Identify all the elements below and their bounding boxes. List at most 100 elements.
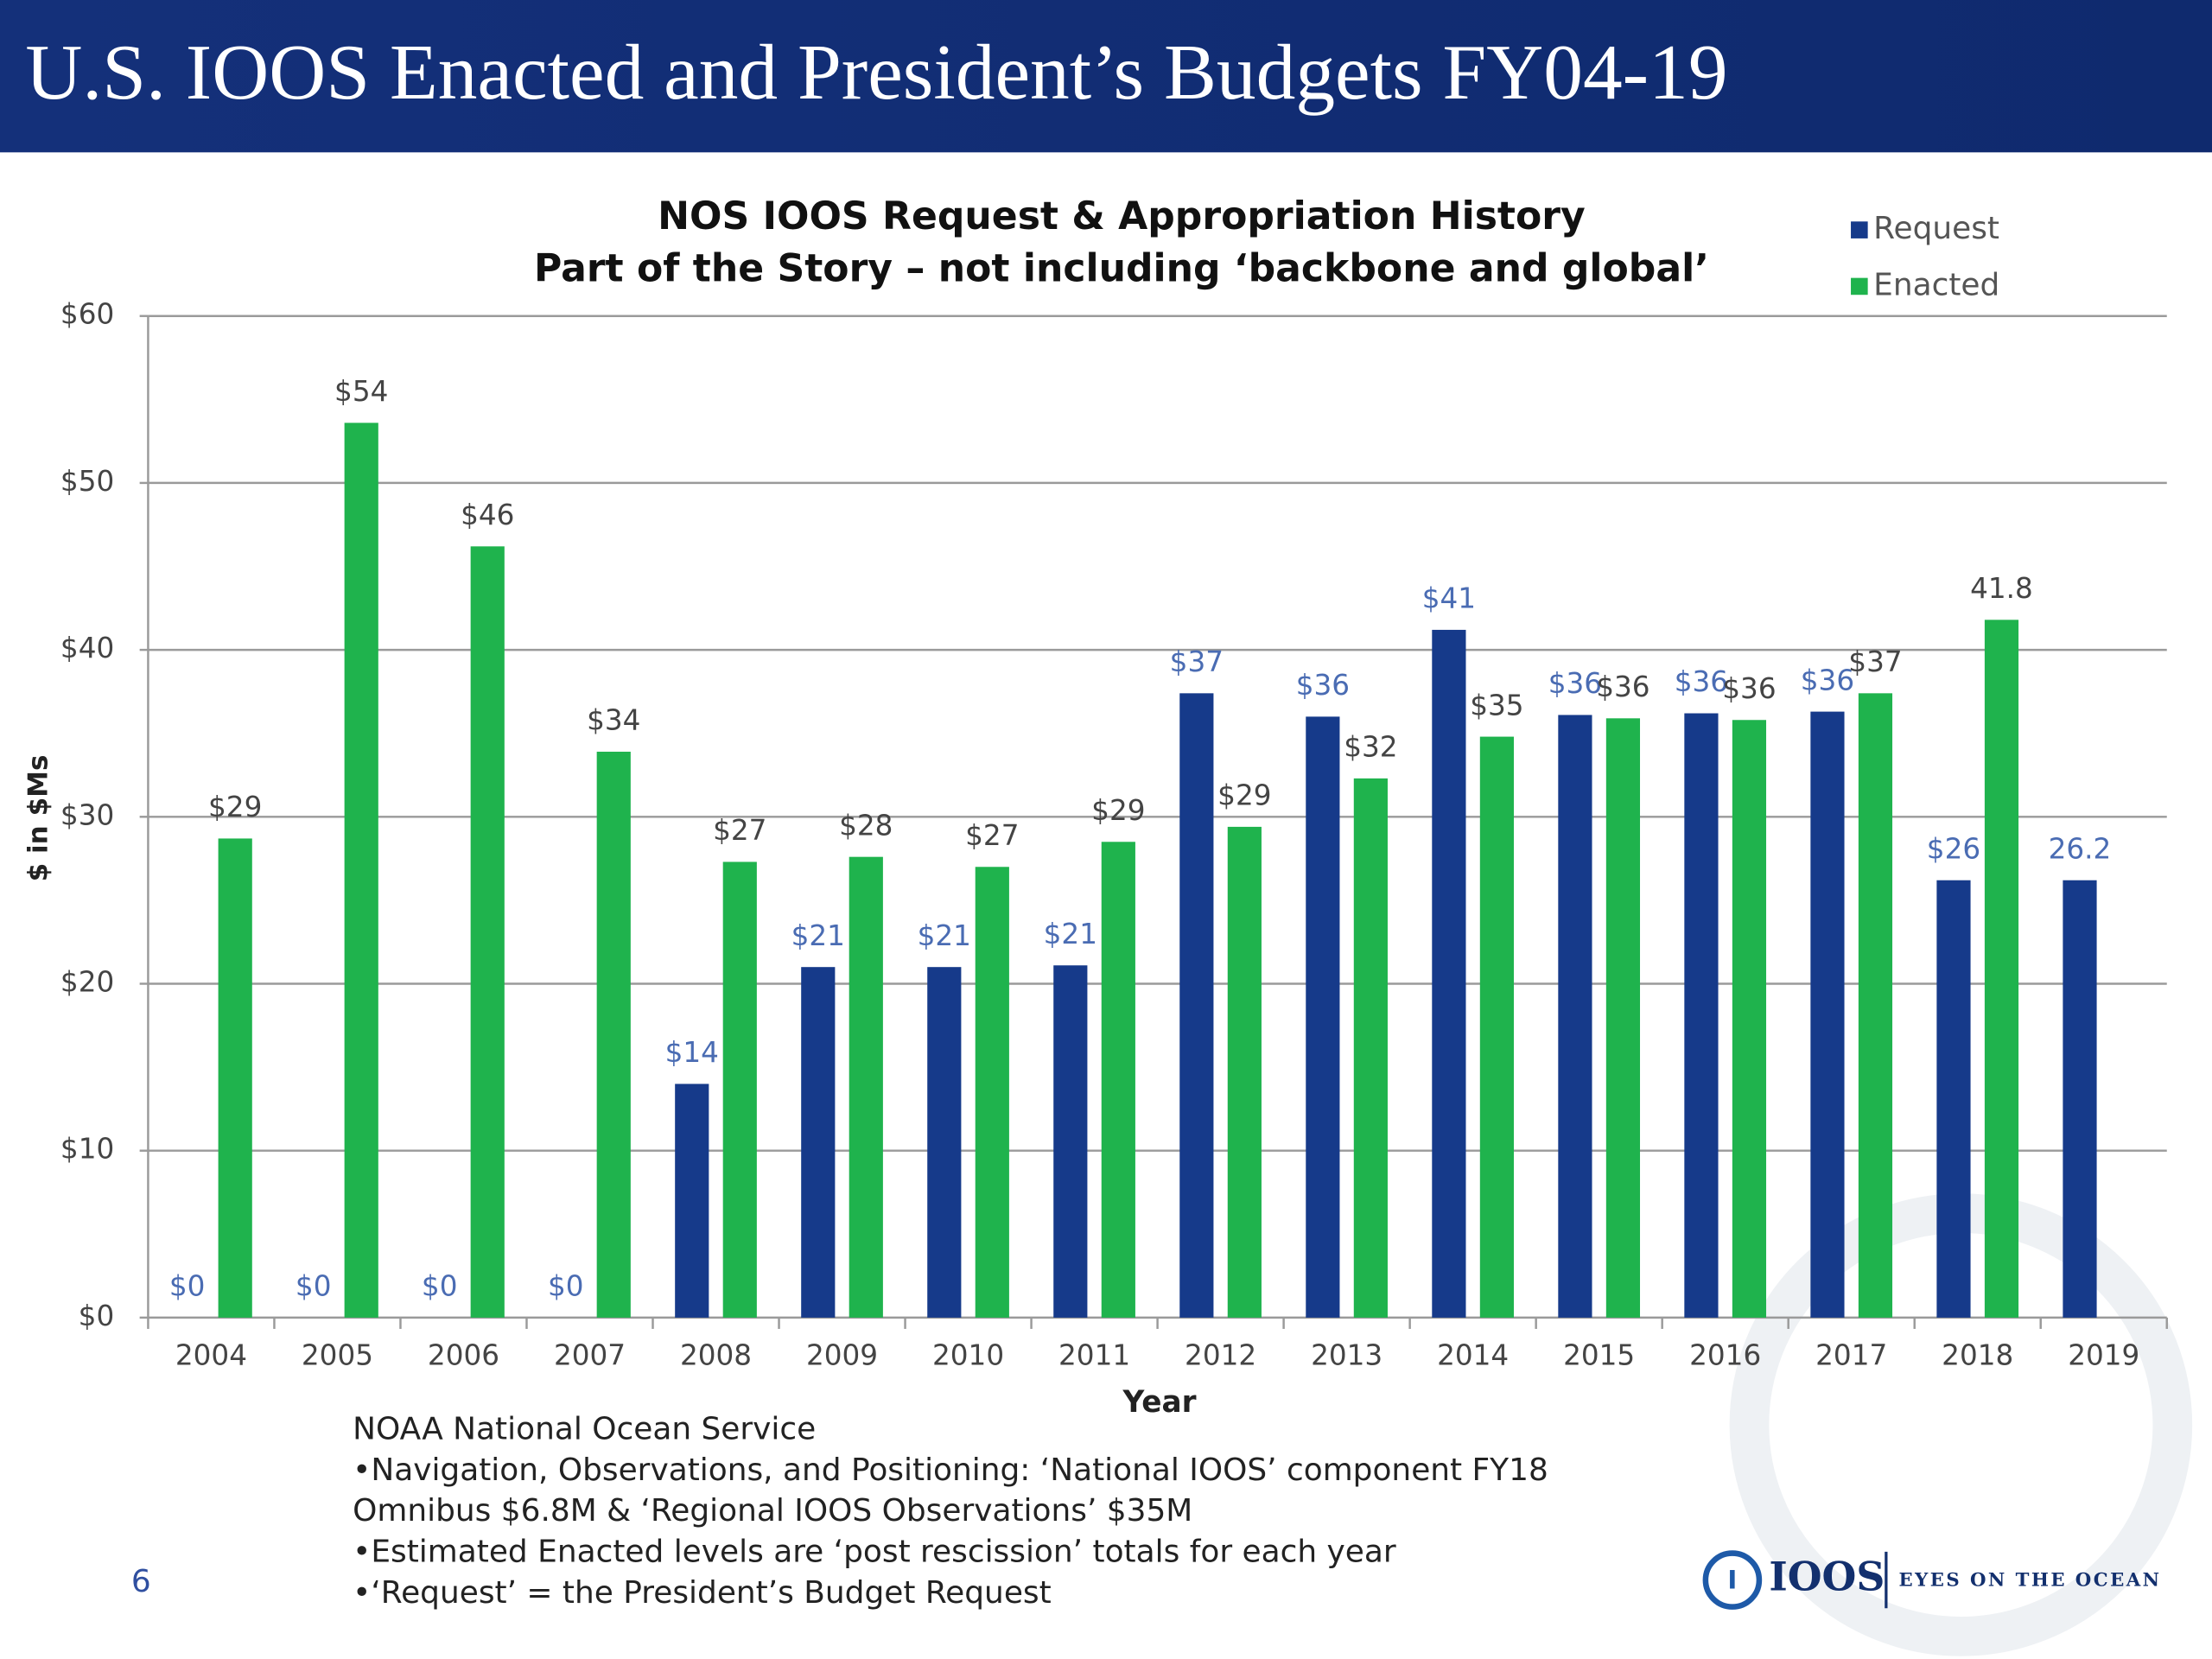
x-tick-label: 2011 (1058, 1339, 1130, 1372)
y-tick-label: $40 (60, 632, 114, 664)
note-line: •‘Request’ = the President’s Budget Requ… (353, 1575, 1052, 1611)
legend-swatch (1851, 277, 1868, 296)
value-label: $34 (587, 704, 640, 737)
value-label: $14 (665, 1036, 719, 1069)
legend-label: Request (1873, 211, 1999, 246)
bar (1179, 693, 1214, 1318)
x-tick-label: 2004 (175, 1339, 247, 1372)
value-label: $28 (839, 809, 893, 842)
logo-icon-text: I (1727, 1566, 1737, 1595)
bar (1605, 718, 1641, 1318)
bar (1353, 778, 1388, 1318)
bar (1479, 736, 1514, 1318)
bar (849, 856, 883, 1318)
x-tick-label: 2005 (302, 1339, 373, 1372)
x-tick-label: 2019 (2068, 1339, 2139, 1372)
bar (1858, 693, 1893, 1318)
value-label: $35 (1470, 689, 1523, 721)
y-tick-label: $60 (60, 298, 114, 331)
legend-label: Enacted (1873, 267, 1999, 302)
y-tick-label: $30 (60, 798, 114, 831)
bar (1810, 711, 1845, 1318)
value-label: $41 (1422, 582, 1476, 615)
value-label: 26.2 (2049, 832, 2112, 865)
y-tick-label: $20 (60, 966, 114, 999)
value-label: $0 (548, 1270, 584, 1303)
value-label: $36 (1722, 672, 1776, 705)
bar (1306, 716, 1340, 1318)
value-label: $21 (791, 919, 845, 952)
x-tick-label: 2015 (1563, 1339, 1635, 1372)
legend-swatch (1851, 221, 1868, 238)
bar (1984, 620, 2019, 1318)
bar (1432, 629, 1466, 1318)
x-tick-label: 2012 (1185, 1339, 1256, 1372)
value-label: $36 (1548, 667, 1602, 700)
value-label: $36 (1801, 664, 1854, 696)
value-label: $29 (1217, 779, 1271, 812)
notes: NOAA National Ocean Service •Navigation, … (353, 1412, 1548, 1611)
bar (1227, 826, 1262, 1318)
value-label: $27 (965, 819, 1019, 852)
y-tick-label: $10 (60, 1133, 114, 1166)
value-label: $21 (918, 919, 971, 952)
value-label: $29 (1091, 794, 1145, 827)
chart-title: NOS IOOS Request & Appropriation History (658, 194, 1586, 238)
x-tick-label: 2018 (1942, 1339, 2013, 1372)
value-label: $27 (713, 814, 766, 847)
x-tick-label: 2009 (806, 1339, 878, 1372)
slide-title: U.S. IOOS Enacted and President’s Budget… (25, 29, 1727, 116)
bar (596, 751, 631, 1318)
value-label: $36 (1296, 669, 1350, 702)
value-label: $36 (1596, 671, 1649, 703)
bar (218, 838, 252, 1318)
x-tick-label: 2006 (428, 1339, 499, 1372)
bar (1101, 842, 1135, 1318)
y-axis-label: $ in $Ms (23, 755, 54, 882)
note-line: •Estimated Enacted levels are ‘post resc… (353, 1535, 1396, 1570)
bar (801, 967, 836, 1318)
bar (344, 423, 378, 1318)
note-line: NOAA National Ocean Service (353, 1412, 816, 1447)
value-label: $54 (334, 375, 388, 408)
x-axis-label: Year (1122, 1385, 1197, 1420)
value-label: $26 (1927, 832, 1980, 865)
bar (1684, 713, 1719, 1318)
page-number: 6 (131, 1564, 151, 1599)
logo-icon (1702, 1550, 1763, 1610)
chart-subtitle: Part of the Story – not including ‘backb… (534, 246, 1709, 290)
x-tick-label: 2010 (932, 1339, 1004, 1372)
bar (722, 861, 757, 1318)
value-label: $0 (422, 1270, 458, 1303)
x-tick-label: 2016 (1689, 1339, 1761, 1372)
bar (1053, 965, 1088, 1318)
bar (675, 1084, 709, 1318)
value-label: $37 (1848, 645, 1902, 678)
x-tick-label: 2008 (680, 1339, 752, 1372)
logo: I IOOS EYES ON THE OCEAN (1702, 1550, 2159, 1610)
x-tick-label: 2007 (554, 1339, 626, 1372)
header-band (0, 0, 2212, 153)
value-label: $36 (1675, 665, 1728, 698)
note-line: Omnibus $6.8M & ‘Regional IOOS Observati… (353, 1493, 1192, 1529)
bar (2063, 880, 2097, 1318)
y-tick-label: $0 (79, 1300, 115, 1332)
value-label: $46 (461, 499, 514, 531)
value-label: $0 (169, 1270, 206, 1303)
x-tick-label: 2014 (1437, 1339, 1509, 1372)
value-label: $21 (1044, 918, 1097, 950)
bar (470, 546, 505, 1318)
note-line: •Navigation, Observations, and Positioni… (353, 1452, 1548, 1488)
x-tick-label: 2017 (1815, 1339, 1887, 1372)
y-tick-label: $50 (60, 465, 114, 498)
bar (927, 967, 962, 1318)
bar (975, 867, 1009, 1318)
bar (1936, 880, 1971, 1318)
bar (1732, 720, 1767, 1318)
value-label: $29 (208, 791, 262, 823)
value-label: $0 (296, 1270, 332, 1303)
x-tick-label: 2013 (1311, 1339, 1382, 1372)
value-label: $32 (1344, 731, 1397, 764)
value-label: $37 (1170, 645, 1224, 678)
